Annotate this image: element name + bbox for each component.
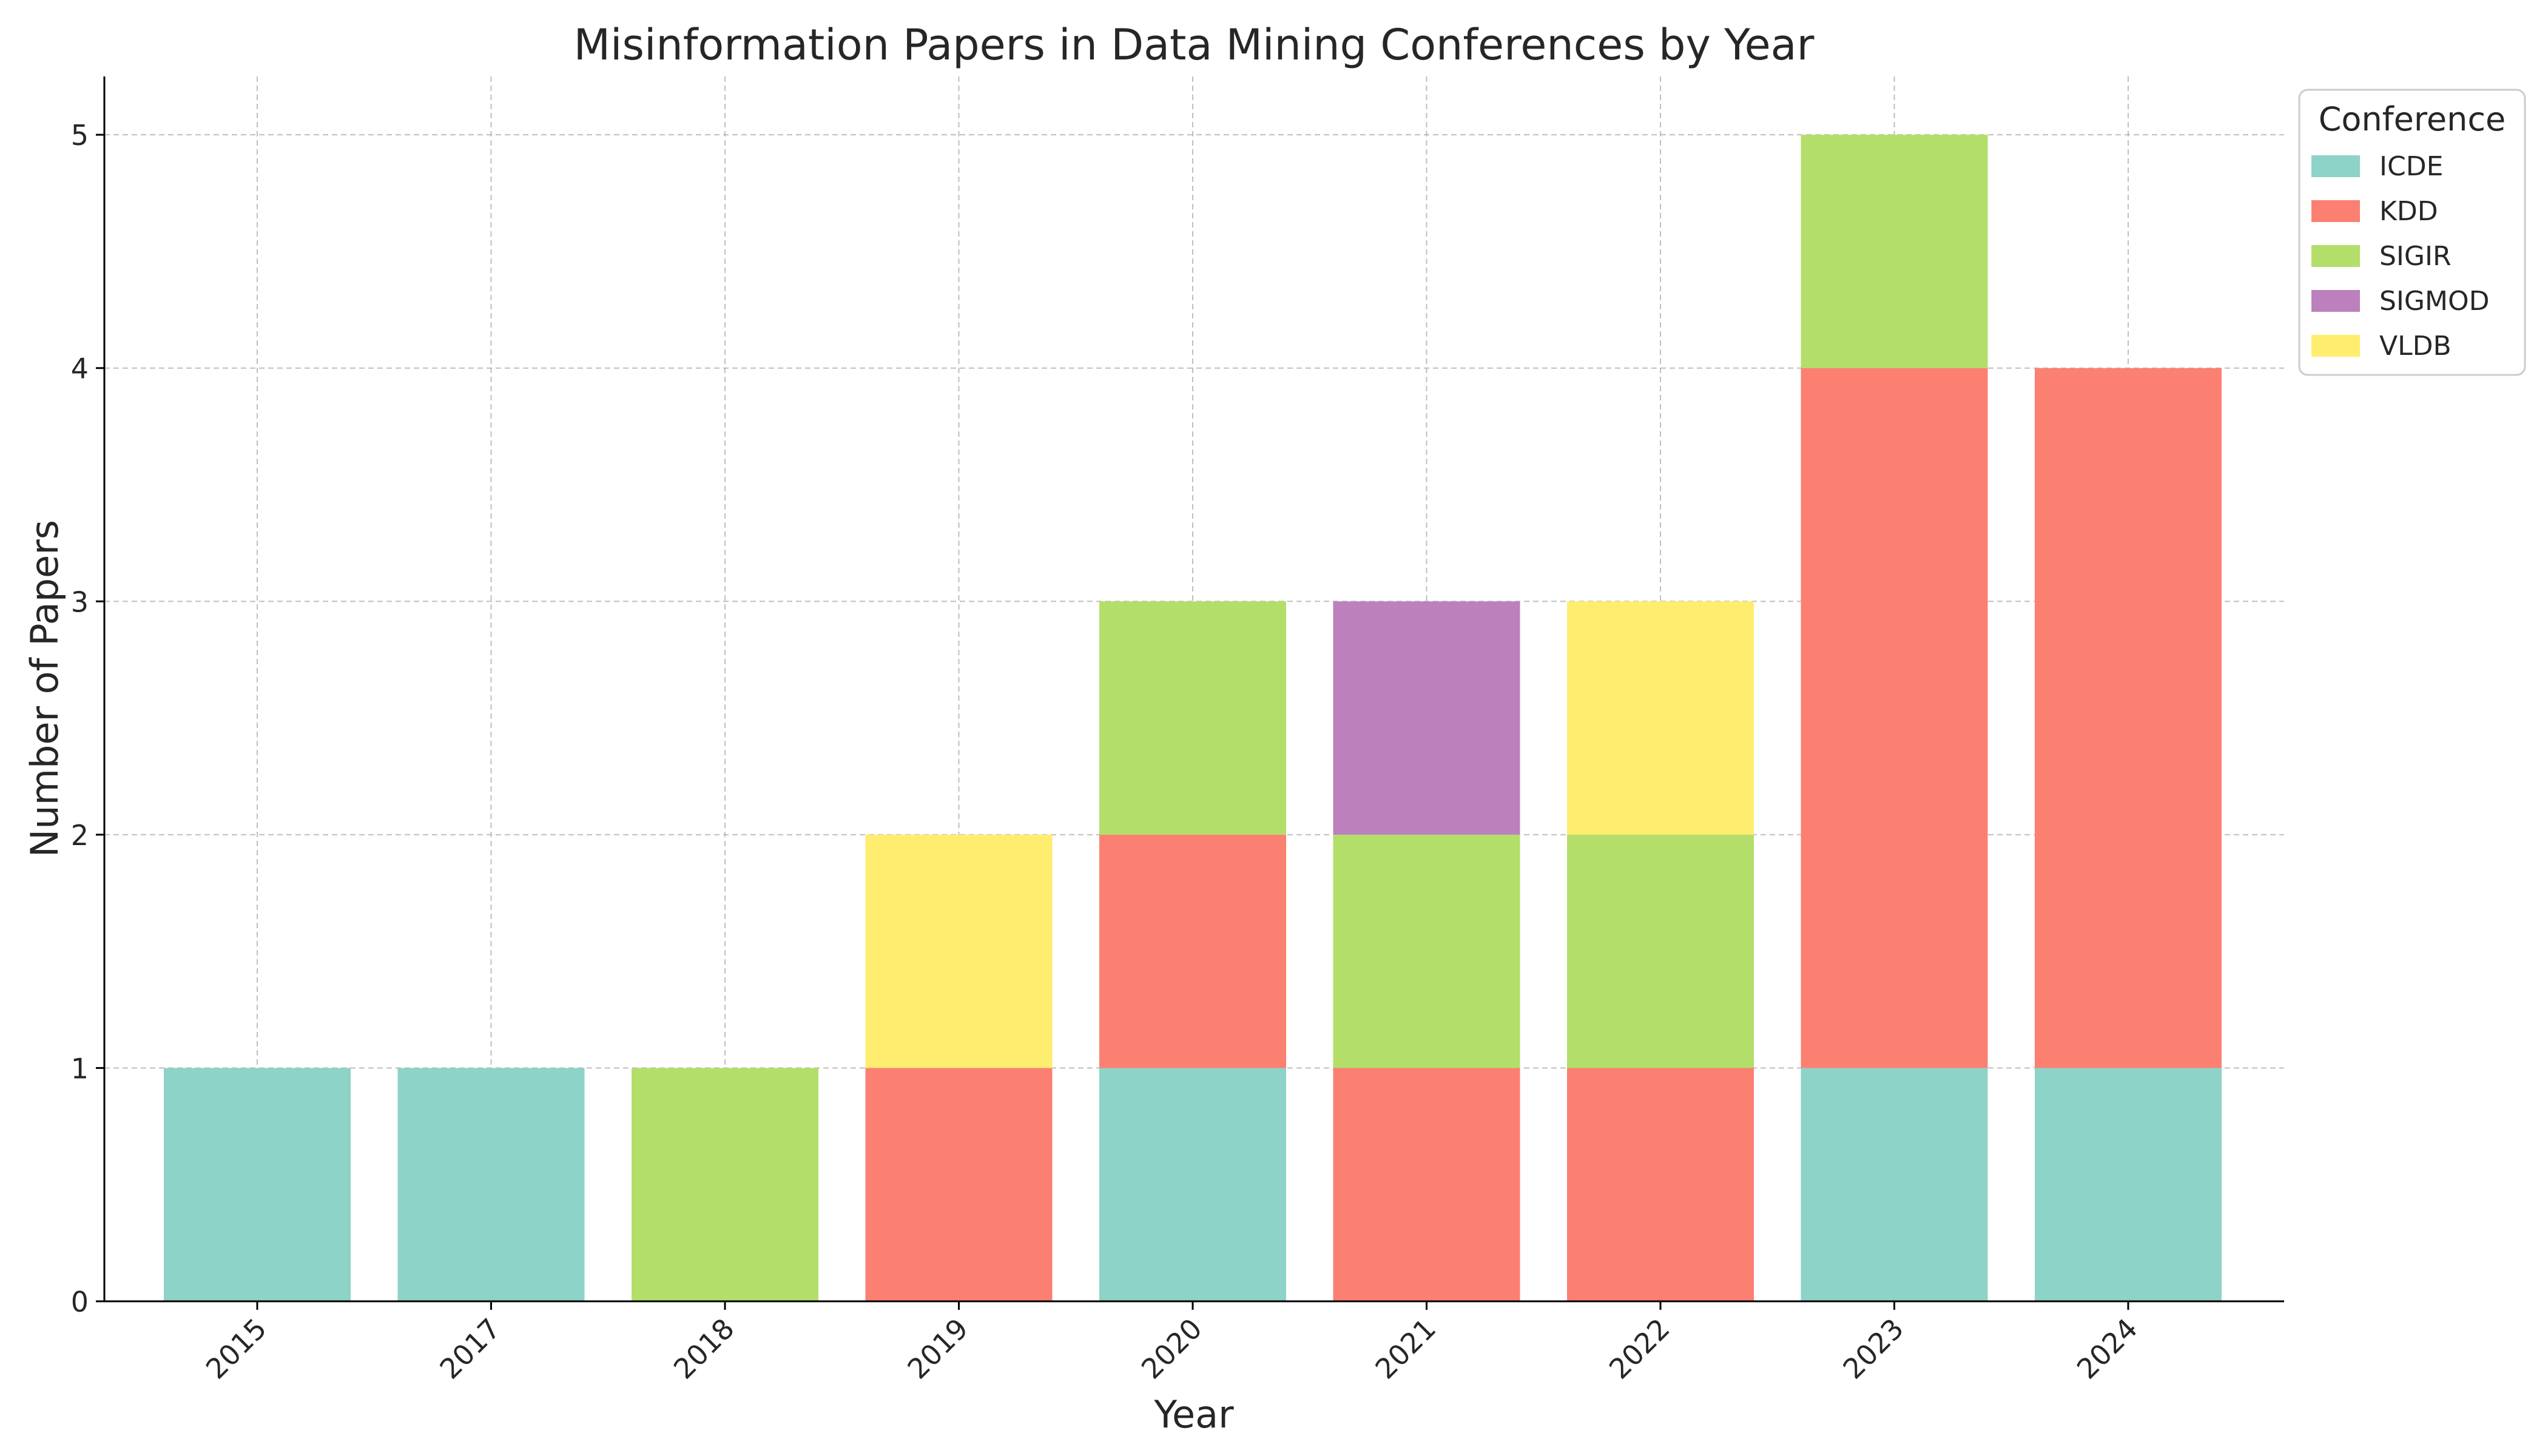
x-tick-label: 2017: [433, 1312, 507, 1386]
y-axis-label: Number of Papers: [22, 520, 67, 857]
x-tick-label: 2018: [667, 1312, 741, 1386]
y-tick-label: 5: [71, 119, 89, 152]
x-tick-label: 2019: [901, 1312, 974, 1386]
x-tick-label: 2021: [1369, 1312, 1442, 1386]
legend-label-vldb: VLDB: [2379, 331, 2452, 362]
bar-kdd-2019: [865, 1068, 1053, 1301]
legend: Conference ICDE KDD SIGIR SIGMOD VLDB: [2298, 89, 2526, 376]
bar-kdd-2021: [1333, 1068, 1520, 1301]
bar-icde-2017: [397, 1068, 585, 1301]
chart-title: Misinformation Papers in Data Mining Con…: [574, 20, 1815, 70]
bar-sigir-2018: [632, 1068, 818, 1301]
legend-swatch-vldb: [2311, 335, 2360, 357]
bar-sigir-2022: [1567, 834, 1754, 1068]
axes: [103, 76, 2284, 1303]
bar-sigir-2021: [1333, 834, 1520, 1068]
legend-items: ICDE KDD SIGIR SIGMOD VLDB: [2311, 151, 2489, 362]
legend-label-kdd: KDD: [2379, 196, 2438, 227]
bar-sigir-2023: [1801, 135, 1988, 368]
y-tick-label: 2: [71, 819, 89, 852]
y-tick-label: 0: [71, 1286, 89, 1318]
bar-kdd-2022: [1567, 1068, 1754, 1301]
legend-swatch-kdd: [2311, 200, 2360, 222]
bar-icde-2015: [164, 1068, 351, 1301]
bar-icde-2024: [2035, 1068, 2222, 1301]
y-tick-label: 4: [71, 352, 89, 385]
x-tick-label: 2015: [200, 1312, 273, 1386]
bar-icde-2020: [1099, 1068, 1286, 1301]
bar-sigmod-2021: [1333, 601, 1520, 835]
bar-icde-2023: [1801, 1068, 1988, 1301]
legend-label-icde: ICDE: [2379, 151, 2443, 182]
x-axis-label: Year: [1153, 1392, 1234, 1437]
bar-kdd-2023: [1801, 368, 1988, 1068]
bar-kdd-2020: [1099, 834, 1286, 1068]
legend-label-sigir: SIGIR: [2379, 241, 2452, 272]
legend-swatch-sigmod: [2311, 290, 2360, 312]
legend-swatch-sigir: [2311, 245, 2360, 267]
bar-vldb-2019: [865, 834, 1053, 1068]
y-tick-label: 1: [71, 1052, 89, 1085]
bar-vldb-2022: [1567, 601, 1754, 835]
bar-kdd-2024: [2035, 368, 2222, 1068]
x-tick-label: 2024: [2071, 1312, 2144, 1386]
bars: [164, 135, 2222, 1301]
x-tick-label: 2020: [1135, 1312, 1208, 1386]
x-tick-label: 2023: [1836, 1312, 1910, 1386]
x-tick-label: 2022: [1603, 1312, 1676, 1386]
legend-title: Conference: [2319, 100, 2506, 138]
y-tick-label: 3: [71, 585, 89, 618]
legend-swatch-icde: [2311, 155, 2360, 177]
legend-label-sigmod: SIGMOD: [2379, 286, 2489, 317]
bar-sigir-2020: [1099, 601, 1286, 835]
